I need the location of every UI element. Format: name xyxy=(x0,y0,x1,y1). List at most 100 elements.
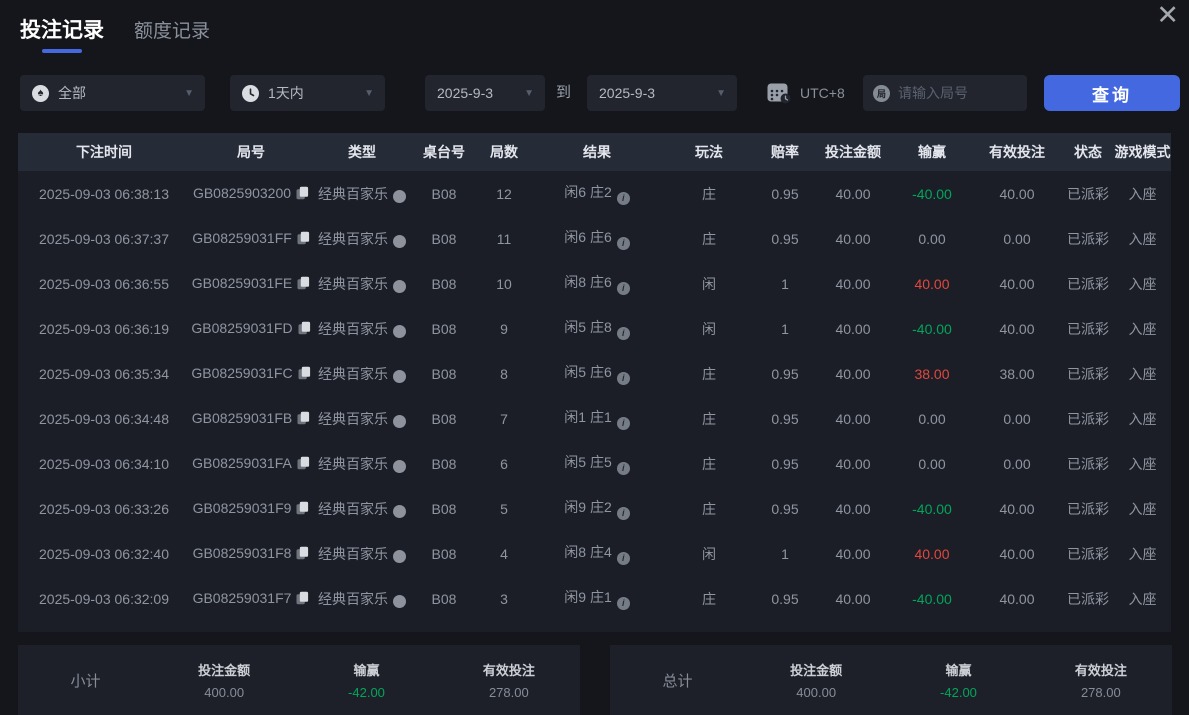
copy-icon[interactable] xyxy=(298,366,311,383)
cell-winloss: 38.00 xyxy=(914,365,950,382)
cell-amount: 40.00 xyxy=(835,455,871,472)
column-header: 局数 xyxy=(490,144,518,160)
time-range-value: 1天内 xyxy=(268,85,304,101)
cell-table: B08 xyxy=(431,320,457,337)
copy-icon[interactable] xyxy=(296,501,309,518)
cell-id: GB08259031FF xyxy=(190,230,312,248)
round-number-icon: 局 xyxy=(873,84,890,102)
active-tab-underline xyxy=(42,49,82,53)
game-logo-icon xyxy=(393,458,406,474)
cell-odds: 0.95 xyxy=(771,455,799,472)
cell-mode: 入座 xyxy=(1128,320,1157,337)
time-range-dropdown[interactable]: 1天内 ▼ xyxy=(230,75,385,111)
info-icon[interactable]: i xyxy=(616,276,630,295)
column-header: 赔率 xyxy=(771,144,799,160)
cell-winloss: -40.00 xyxy=(912,185,952,202)
close-icon[interactable]: ✕ xyxy=(1156,0,1179,30)
cell-amount: 40.00 xyxy=(835,545,871,562)
copy-icon[interactable] xyxy=(297,456,310,473)
cell-mode: 入座 xyxy=(1128,410,1157,427)
cell-round: 5 xyxy=(500,500,508,517)
info-icon[interactable]: i xyxy=(616,591,630,610)
tab-bet-records[interactable]: 投注记录 xyxy=(20,14,104,53)
cell-type: 经典百家乐 xyxy=(312,229,412,249)
copy-icon[interactable] xyxy=(298,321,311,338)
cell-mode: 入座 xyxy=(1128,590,1157,607)
cell-table: B08 xyxy=(431,590,457,607)
cell-valid: 40.00 xyxy=(999,545,1035,562)
info-icon[interactable]: i xyxy=(616,231,630,250)
cell-id: GB08259031FC xyxy=(190,365,312,383)
cell-status: 已派彩 xyxy=(1067,230,1109,247)
cell-round: 12 xyxy=(496,185,512,202)
table-row: 2025-09-03 06:38:13 GB0825903200 经典百家乐 B08 1… xyxy=(18,171,1171,216)
table-row: 2025-09-03 06:37:37 GB08259031FF 经典百家乐 B08 1… xyxy=(18,216,1171,261)
subtotal-box: 小计 投注金额 400.00 输赢 -42.00 有效投注 278.00 xyxy=(18,645,580,715)
cell-result: 闲8 庄6 i xyxy=(532,272,662,295)
cell-result: 闲1 庄1 i xyxy=(532,407,662,430)
cell-status: 已派彩 xyxy=(1067,365,1109,382)
info-icon[interactable]: i xyxy=(616,501,630,520)
cell-winloss: 0.00 xyxy=(918,230,946,247)
cell-type: 经典百家乐 xyxy=(312,319,412,339)
cell-winloss: 0.00 xyxy=(918,410,946,427)
cell-mode: 入座 xyxy=(1128,545,1157,562)
cell-status: 已派彩 xyxy=(1067,545,1109,562)
copy-icon[interactable] xyxy=(296,186,309,203)
cell-winloss: -40.00 xyxy=(912,590,952,607)
game-logo-icon xyxy=(393,548,406,564)
cell-mode: 入座 xyxy=(1128,365,1157,382)
date-to-dropdown[interactable]: 2025-9-3 ▼ xyxy=(587,75,737,111)
date-from-dropdown[interactable]: 2025-9-3 ▼ xyxy=(425,75,545,111)
cell-odds: 1 xyxy=(781,545,789,562)
round-search-input[interactable] xyxy=(898,85,1008,101)
copy-icon[interactable] xyxy=(296,546,309,563)
total-valid-bet-title: 有效投注 xyxy=(1074,663,1127,678)
cell-time: 2025-09-03 06:32:40 xyxy=(39,545,169,562)
cell-amount: 40.00 xyxy=(835,275,871,292)
cell-result: 闲6 庄6 i xyxy=(532,227,662,250)
game-type-dropdown[interactable]: ♠ 全部 ▼ xyxy=(20,75,205,111)
copy-icon[interactable] xyxy=(297,231,310,248)
table-row: 2025-09-03 06:33:26 GB08259031F9 经典百家乐 B08 5… xyxy=(18,486,1171,531)
cell-time: 2025-09-03 06:32:09 xyxy=(39,590,169,607)
cell-amount: 40.00 xyxy=(835,230,871,247)
cell-status: 已派彩 xyxy=(1067,410,1109,427)
chevron-down-icon: ▼ xyxy=(716,87,726,99)
table-row: 2025-09-03 06:32:40 GB08259031F8 经典百家乐 B08 4… xyxy=(18,531,1171,576)
info-icon[interactable]: i xyxy=(616,186,630,205)
info-icon[interactable]: i xyxy=(616,411,630,430)
cell-amount: 40.00 xyxy=(835,500,871,517)
table-row: 2025-09-03 06:34:10 GB08259031FA 经典百家乐 B08 6… xyxy=(18,441,1171,486)
cell-table: B08 xyxy=(431,455,457,472)
cell-winloss: 40.00 xyxy=(914,545,950,562)
cell-amount: 40.00 xyxy=(835,185,871,202)
total-valid-bet-value: 278.00 xyxy=(1080,685,1121,700)
cell-odds: 0.95 xyxy=(771,185,799,202)
info-icon[interactable]: i xyxy=(616,366,630,385)
copy-icon[interactable] xyxy=(296,591,309,608)
cell-amount: 40.00 xyxy=(835,590,871,607)
cell-winloss: 0.00 xyxy=(918,455,946,472)
info-icon[interactable]: i xyxy=(616,456,630,475)
copy-icon[interactable] xyxy=(297,411,310,428)
cell-play: 庄 xyxy=(702,185,716,202)
cell-id: GB08259031FD xyxy=(190,320,312,338)
game-logo-icon xyxy=(393,278,406,294)
cell-round: 11 xyxy=(496,230,512,247)
cell-result: 闲9 庄2 i xyxy=(532,497,662,520)
cell-status: 已派彩 xyxy=(1067,500,1109,517)
cell-type: 经典百家乐 xyxy=(312,454,412,474)
cell-time: 2025-09-03 06:35:34 xyxy=(39,365,169,382)
column-header: 投注金额 xyxy=(825,144,881,160)
cell-table: B08 xyxy=(431,275,457,292)
cell-winloss: 40.00 xyxy=(914,275,950,292)
cell-round: 8 xyxy=(500,365,508,382)
tab-quota-records[interactable]: 额度记录 xyxy=(134,16,210,43)
info-icon[interactable]: i xyxy=(616,546,630,565)
copy-icon[interactable] xyxy=(297,276,310,293)
column-header: 类型 xyxy=(348,144,376,160)
cell-winloss: -40.00 xyxy=(912,500,952,517)
info-icon[interactable]: i xyxy=(616,321,630,340)
query-button[interactable]: 查询 xyxy=(1044,75,1180,111)
